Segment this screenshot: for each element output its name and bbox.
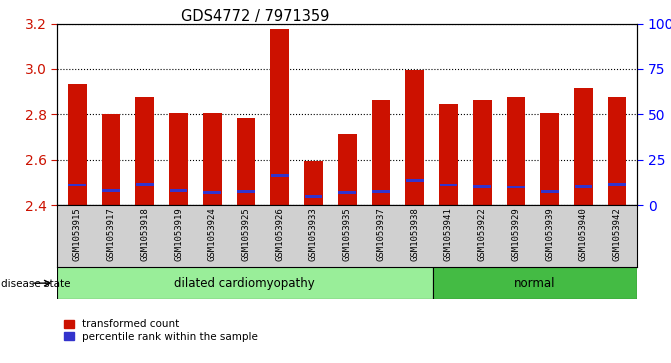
Bar [608,97,627,205]
Bar [297,205,330,267]
Bar [405,70,424,205]
Bar [102,189,120,192]
Bar [162,205,195,267]
Bar [237,118,255,205]
Bar [609,183,626,186]
Bar [398,205,431,267]
Text: GSM1053937: GSM1053937 [376,207,385,261]
Bar [440,104,458,205]
Bar [304,161,323,205]
Bar [68,84,87,205]
Text: GSM1053939: GSM1053939 [546,207,554,261]
Bar [263,205,297,267]
Bar [338,134,356,205]
Bar [474,185,491,188]
Bar [128,205,162,267]
Bar [169,113,188,205]
Text: GSM1053926: GSM1053926 [275,207,285,261]
Bar [94,205,128,267]
Legend: transformed count, percentile rank within the sample: transformed count, percentile rank withi… [62,317,260,344]
Bar [406,179,423,182]
Bar [229,205,263,267]
Text: GSM1053922: GSM1053922 [478,207,486,261]
Bar [431,205,466,267]
Bar [237,190,255,193]
Bar [68,184,86,187]
Bar [330,205,364,267]
Text: GSM1053941: GSM1053941 [444,207,453,261]
Text: GSM1053917: GSM1053917 [107,207,115,261]
Text: normal: normal [514,277,556,290]
Text: GSM1053929: GSM1053929 [511,207,521,261]
Text: disease state: disease state [1,279,71,289]
Text: dilated cardiomyopathy: dilated cardiomyopathy [174,277,315,290]
Bar [305,195,322,198]
Bar [601,205,634,267]
Bar [270,29,289,205]
Bar [540,113,559,205]
Text: GSM1053940: GSM1053940 [579,207,588,261]
Text: GSM1053933: GSM1053933 [309,207,318,261]
Bar [566,205,601,267]
Bar [372,190,390,193]
Bar [203,191,221,194]
Bar [170,189,187,192]
Bar [433,267,637,299]
Bar [541,190,558,193]
Bar [102,114,120,205]
Bar [574,185,592,188]
Text: GSM1053938: GSM1053938 [410,207,419,261]
Bar [338,191,356,194]
Bar [466,205,499,267]
Bar [57,267,433,299]
Bar [440,184,458,187]
Text: GSM1053924: GSM1053924 [208,207,217,261]
Bar [574,88,592,205]
Bar [60,205,94,267]
Bar [364,205,398,267]
Bar [136,183,154,185]
Bar [271,174,289,177]
Text: GSM1053918: GSM1053918 [140,207,149,261]
Text: GSM1053942: GSM1053942 [613,207,622,261]
Bar [136,97,154,205]
Bar [473,99,491,205]
Bar [372,99,391,205]
Text: GDS4772 / 7971359: GDS4772 / 7971359 [180,9,329,24]
Bar [533,205,566,267]
Bar [507,97,525,205]
Bar [507,185,525,188]
Bar [499,205,533,267]
Bar [203,113,221,205]
Text: GSM1053919: GSM1053919 [174,207,183,261]
Text: GSM1053915: GSM1053915 [72,207,82,261]
Text: GSM1053935: GSM1053935 [343,207,352,261]
Bar [195,205,229,267]
Text: GSM1053925: GSM1053925 [242,207,250,261]
